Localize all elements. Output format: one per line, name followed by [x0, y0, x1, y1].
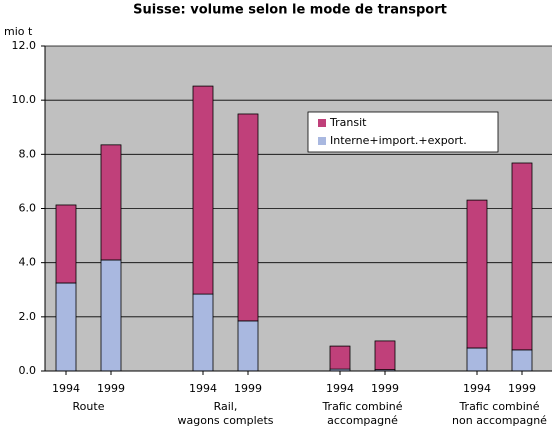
bar-segment [100, 144, 122, 261]
x-tick-label: 1994 [189, 382, 217, 395]
y-axis-label: mio t [4, 25, 33, 38]
y-tick-label: 8.0 [19, 147, 37, 160]
group-label: Trafic combiné [458, 400, 539, 413]
group-label: Route [73, 400, 105, 413]
legend-swatch [318, 119, 326, 127]
group-label: accompagné [327, 414, 398, 427]
group-label: non accompagné [452, 414, 547, 427]
bar-segment [55, 204, 77, 284]
bar-segment [100, 259, 122, 372]
y-tick-label: 12.0 [12, 39, 37, 52]
chart-title: Suisse: volume selon le mode de transpor… [133, 3, 447, 18]
y-tick-label: 0.0 [19, 364, 37, 377]
bar-segment [329, 345, 351, 370]
x-tick-label: 1994 [326, 382, 354, 395]
x-tick-label: 1994 [52, 382, 80, 395]
x-tick-label: 1994 [463, 382, 491, 395]
legend-swatch [318, 137, 326, 145]
y-tick-label: 6.0 [19, 202, 37, 215]
legend-box [307, 111, 499, 153]
group-label: wagons complets [178, 414, 274, 427]
bar-segment [466, 199, 488, 349]
x-tick-label: 1999 [234, 382, 262, 395]
bar-segment [237, 320, 259, 372]
group-label: Rail, [214, 400, 238, 413]
x-tick-label: 1999 [97, 382, 125, 395]
legend-label: Interne+import.+export. [330, 134, 467, 147]
y-tick-label: 10.0 [12, 93, 37, 106]
bar-segment [55, 282, 77, 372]
bar-segment [192, 293, 214, 372]
x-tick-label: 1999 [508, 382, 536, 395]
y-tick-label: 4.0 [19, 256, 37, 269]
bar-segment [511, 349, 533, 372]
bar-segment [237, 113, 259, 322]
bar-segment [192, 85, 214, 295]
bar-segment [374, 340, 396, 371]
legend-label: Transit [329, 116, 367, 129]
bar-segment [466, 347, 488, 372]
bar-segment [511, 162, 533, 351]
x-tick-label: 1999 [371, 382, 399, 395]
group-label: Trafic combiné [321, 400, 402, 413]
y-tick-label: 2.0 [19, 310, 37, 323]
